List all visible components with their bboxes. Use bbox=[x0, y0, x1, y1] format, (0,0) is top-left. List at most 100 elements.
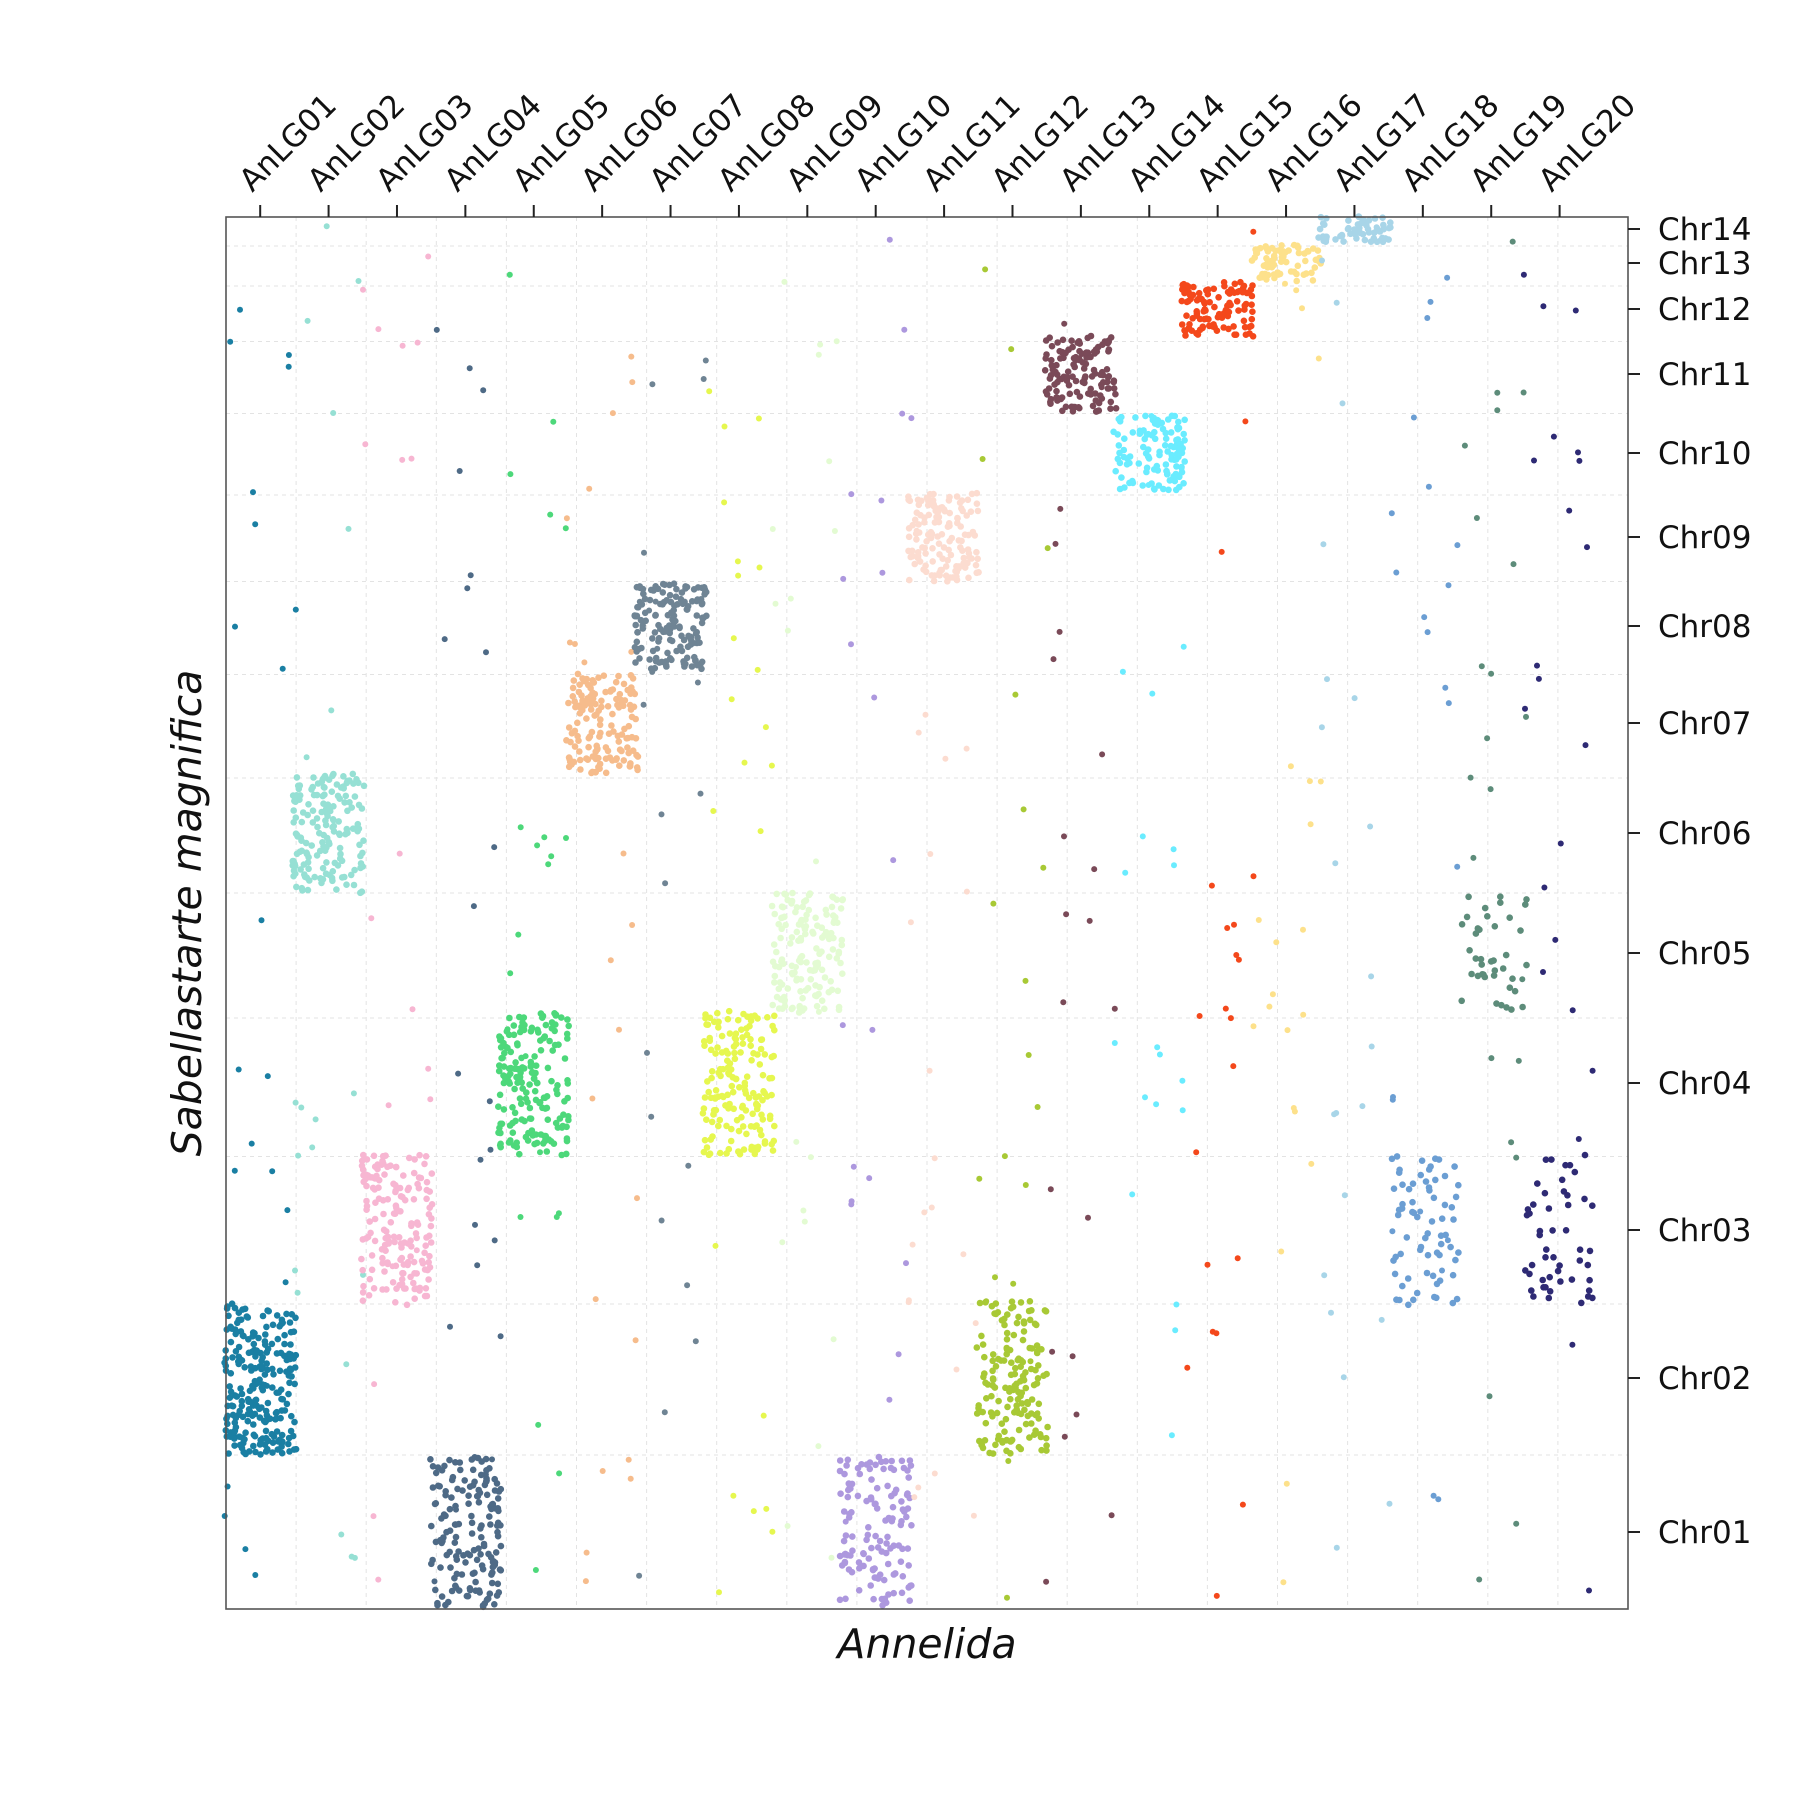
data-point bbox=[993, 1409, 1001, 1417]
data-point bbox=[1536, 1227, 1544, 1235]
data-point bbox=[897, 1521, 905, 1529]
data-point bbox=[259, 1354, 267, 1361]
data-point bbox=[604, 747, 612, 755]
data-point bbox=[1394, 1211, 1402, 1219]
data-point bbox=[292, 1351, 300, 1359]
data-point bbox=[821, 974, 829, 981]
data-point bbox=[410, 1196, 418, 1203]
data-point bbox=[278, 1407, 286, 1414]
data-point bbox=[529, 1069, 536, 1076]
data-point bbox=[366, 1275, 374, 1283]
data-point bbox=[347, 871, 355, 879]
data-point bbox=[513, 1065, 520, 1073]
data-point bbox=[309, 807, 317, 814]
data-point bbox=[981, 1353, 988, 1361]
data-point bbox=[795, 1009, 803, 1016]
data-point bbox=[234, 1319, 241, 1327]
data-point bbox=[992, 1441, 999, 1449]
scatter-point bbox=[908, 415, 915, 422]
scatter-point bbox=[1073, 1411, 1080, 1418]
data-point bbox=[834, 987, 842, 995]
data-point bbox=[944, 578, 951, 585]
data-point bbox=[1438, 1215, 1446, 1222]
data-point bbox=[1062, 403, 1070, 411]
scatter-point bbox=[1043, 1578, 1050, 1585]
data-point bbox=[423, 1292, 431, 1300]
data-point bbox=[405, 1154, 413, 1162]
data-point bbox=[1437, 1232, 1445, 1239]
scatter-point bbox=[1373, 224, 1380, 231]
scatter-point bbox=[926, 1067, 933, 1074]
data-point bbox=[651, 629, 659, 636]
data-point bbox=[425, 1259, 433, 1266]
data-point bbox=[732, 1035, 740, 1043]
scatter-point bbox=[1494, 407, 1501, 414]
data-point bbox=[793, 975, 801, 983]
scatter-point bbox=[232, 623, 238, 630]
scatter-point bbox=[1027, 1358, 1034, 1365]
data-point bbox=[516, 1150, 523, 1158]
data-point bbox=[360, 1151, 367, 1159]
data-point bbox=[1474, 925, 1482, 932]
data-point bbox=[235, 1309, 243, 1316]
data-point bbox=[844, 1493, 852, 1501]
data-point bbox=[468, 1512, 475, 1520]
data-point bbox=[764, 1014, 771, 1021]
data-point bbox=[1455, 1249, 1462, 1256]
scatter-point bbox=[848, 491, 855, 498]
data-point bbox=[768, 902, 776, 910]
data-point bbox=[712, 1094, 719, 1101]
scatter-point bbox=[1184, 1364, 1191, 1371]
data-point bbox=[1033, 1342, 1041, 1349]
scatter-point bbox=[1010, 1280, 1017, 1287]
data-point bbox=[701, 1094, 709, 1101]
data-point bbox=[699, 1110, 707, 1117]
data-point bbox=[1472, 930, 1480, 937]
scatter-point bbox=[491, 1237, 498, 1244]
data-point bbox=[225, 1312, 232, 1320]
data-point bbox=[283, 1310, 290, 1318]
data-point bbox=[379, 1259, 387, 1267]
data-point bbox=[1076, 356, 1083, 364]
data-point bbox=[755, 1093, 763, 1100]
data-point bbox=[1285, 247, 1292, 254]
data-point bbox=[976, 1299, 984, 1307]
data-point bbox=[844, 1456, 852, 1464]
scatter-point bbox=[800, 1207, 807, 1214]
scatter-point bbox=[607, 957, 614, 964]
data-point bbox=[973, 548, 980, 556]
data-point bbox=[683, 654, 691, 662]
scatter-point bbox=[1473, 515, 1480, 521]
data-point bbox=[563, 737, 570, 744]
data-point bbox=[228, 1300, 236, 1307]
data-point bbox=[905, 1474, 912, 1481]
data-point bbox=[838, 941, 846, 949]
scatter-point bbox=[815, 1008, 822, 1015]
scatter-point bbox=[886, 236, 893, 243]
scatter-point bbox=[784, 1523, 791, 1529]
data-point bbox=[446, 1548, 454, 1556]
data-point bbox=[1256, 274, 1263, 282]
data-point bbox=[1186, 321, 1193, 328]
data-point bbox=[1240, 282, 1248, 290]
data-point bbox=[885, 1514, 893, 1522]
data-point bbox=[427, 1222, 435, 1230]
data-point bbox=[329, 868, 337, 875]
data-point bbox=[1497, 899, 1504, 906]
data-point bbox=[360, 1282, 367, 1290]
data-point bbox=[1370, 235, 1378, 242]
data-point bbox=[821, 1005, 828, 1013]
data-point bbox=[1541, 1189, 1549, 1197]
scatter-point bbox=[658, 1217, 665, 1224]
data-point bbox=[519, 1085, 526, 1092]
data-point bbox=[238, 1390, 246, 1398]
data-point bbox=[558, 1151, 565, 1159]
scatter-point bbox=[793, 964, 799, 970]
data-point bbox=[758, 1131, 765, 1139]
data-point bbox=[1545, 1294, 1553, 1302]
scatter-point bbox=[467, 572, 474, 579]
data-point bbox=[266, 1415, 274, 1422]
scatter-point bbox=[1519, 976, 1526, 983]
data-point bbox=[761, 1138, 769, 1145]
data-point bbox=[938, 504, 946, 511]
